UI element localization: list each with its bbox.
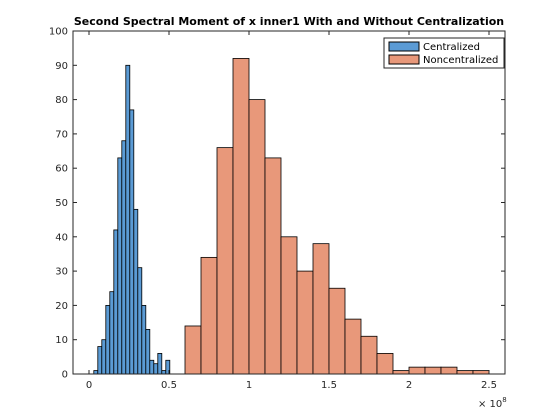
bar-noncentralized — [184, 325, 202, 375]
y-tick-label: 20 — [55, 301, 68, 312]
bar-centralized — [93, 370, 99, 375]
bar-noncentralized — [200, 256, 218, 375]
y-tick-label: 0 — [62, 370, 68, 381]
bar-noncentralized — [328, 287, 346, 375]
bar-centralized — [141, 304, 147, 375]
bar-centralized — [145, 329, 151, 375]
y-tick-label: 90 — [55, 61, 68, 72]
legend: Centralized Noncentralized — [383, 37, 505, 69]
bar-noncentralized — [392, 370, 410, 375]
bar-centralized — [157, 353, 163, 375]
chart-title: Second Spectral Moment of x inner1 With … — [74, 15, 504, 28]
bar-noncentralized — [424, 366, 442, 375]
bar-centralized — [113, 229, 119, 375]
bar-centralized — [149, 359, 155, 375]
bar-noncentralized — [264, 157, 282, 375]
bar-centralized — [121, 140, 127, 375]
y-tick-label: 30 — [55, 267, 68, 278]
y-tick-label: 50 — [55, 198, 68, 209]
legend-label-noncentralized: Noncentralized — [423, 55, 498, 66]
bar-noncentralized — [360, 335, 378, 375]
x-exponent-base: × 10 — [478, 399, 502, 410]
x-tick-label: 0.5 — [161, 380, 177, 391]
bar-centralized — [161, 370, 167, 375]
bar-centralized — [97, 346, 103, 375]
bar-noncentralized — [376, 353, 394, 375]
ticks-layer: 0 0.5 1 1.5 2 2.5 0 10 20 30 40 50 60 70 80 90 100 — [49, 27, 505, 391]
x-exponent-power: 8 — [502, 396, 506, 404]
bar-noncentralized — [232, 58, 250, 375]
x-tick-label: 0 — [86, 380, 92, 391]
bar-noncentralized — [456, 370, 474, 375]
bar-noncentralized — [344, 318, 362, 375]
bar-noncentralized — [296, 270, 314, 375]
x-tick-label: 1 — [246, 380, 252, 391]
bar-centralized — [117, 157, 123, 375]
bars-layer — [93, 58, 490, 375]
bar-centralized — [133, 208, 139, 375]
y-tick-label: 100 — [49, 27, 68, 38]
bar-noncentralized — [312, 243, 330, 375]
bar-centralized — [137, 267, 143, 375]
legend-swatch-centralized — [388, 41, 420, 52]
legend-label-centralized: Centralized — [423, 42, 480, 53]
y-tick-label: 80 — [55, 95, 68, 106]
y-tick-label: 60 — [55, 164, 68, 175]
x-tick-label: 2.5 — [481, 380, 497, 391]
legend-swatch-noncentralized — [388, 54, 420, 65]
bar-noncentralized — [216, 147, 234, 375]
bar-centralized — [153, 363, 159, 375]
bar-centralized — [125, 64, 131, 375]
x-tick-label: 1.5 — [321, 380, 337, 391]
x-tick-label: 2 — [406, 380, 412, 391]
bar-noncentralized — [248, 99, 266, 375]
bar-centralized — [109, 291, 115, 375]
y-tick-label: 10 — [55, 335, 68, 346]
svg-text:× 108: × 108 — [478, 396, 507, 410]
bar-noncentralized — [440, 366, 458, 375]
y-tick-label: 70 — [55, 129, 68, 140]
bar-noncentralized — [472, 370, 490, 375]
bar-centralized — [105, 304, 111, 375]
y-tick-label: 40 — [55, 232, 68, 243]
bar-noncentralized — [280, 236, 298, 375]
bar-centralized — [101, 339, 107, 375]
bar-centralized — [129, 109, 135, 375]
bar-noncentralized — [408, 366, 426, 375]
